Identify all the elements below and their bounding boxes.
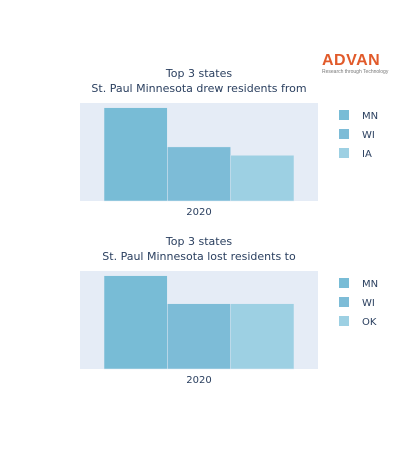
legend-swatch-wi[interactable] (339, 297, 349, 307)
chart-lost-to: Top 3 states St. Paul Minnesota lost resi… (80, 235, 378, 386)
logo-text: ADVAN (322, 52, 381, 69)
advan-logo: ADVAN Research through Technology (322, 52, 394, 78)
bar-wi[interactable] (167, 146, 231, 202)
chart-title: Top 3 states (165, 235, 232, 248)
bar-wi[interactable] (167, 303, 231, 370)
bar-ia[interactable] (230, 155, 295, 202)
chart-subtitle: St. Paul Minnesota drew residents from (91, 82, 306, 95)
legend-label-wi[interactable]: WI (362, 130, 375, 141)
x-tick-label: 2020 (186, 207, 211, 218)
chart-title: Top 3 states (165, 67, 232, 80)
bar-ok[interactable] (230, 303, 295, 370)
legend-label-mn[interactable]: MN (362, 111, 378, 122)
legend-swatch-ia[interactable] (339, 148, 349, 158)
legend-label-mn[interactable]: MN (362, 279, 378, 290)
chart-subtitle: St. Paul Minnesota lost residents to (102, 250, 296, 263)
legend-swatch-mn[interactable] (339, 110, 349, 120)
legend-label-ia[interactable]: IA (362, 149, 372, 160)
legend-label-ok[interactable]: OK (362, 317, 377, 328)
bar-mn[interactable] (103, 107, 168, 202)
legend-swatch-ok[interactable] (339, 316, 349, 326)
legend-swatch-wi[interactable] (339, 129, 349, 139)
bar-mn[interactable] (103, 275, 168, 370)
logo-tagline: Research through Technology (322, 69, 389, 75)
chart-drew-from: Top 3 states St. Paul Minnesota drew resi… (80, 67, 378, 218)
legend-label-wi[interactable]: WI (362, 298, 375, 309)
legend-swatch-mn[interactable] (339, 278, 349, 288)
x-tick-label: 2020 (186, 375, 211, 386)
